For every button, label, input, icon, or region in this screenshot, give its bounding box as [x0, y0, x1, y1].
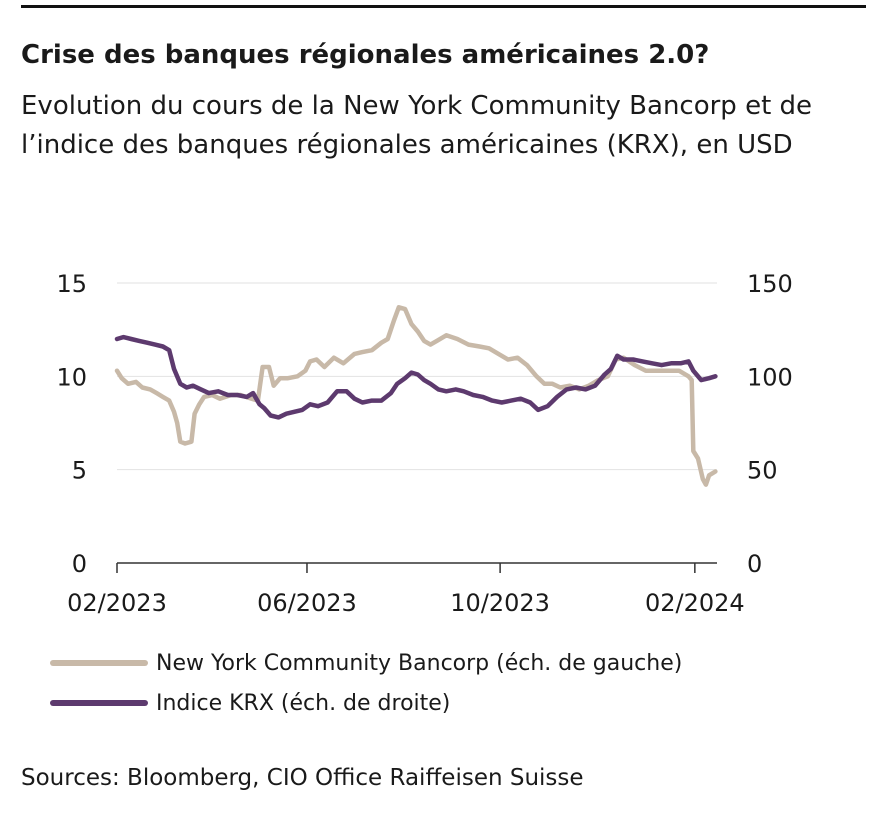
chart-subtitle: Evolution du cours de la New York Commun… [21, 91, 813, 160]
y-right-tick-label: 50 [747, 457, 778, 485]
legend-item-krx: Indice KRX (éch. de droite) [50, 683, 682, 723]
x-tick-label: 06/2023 [257, 589, 357, 617]
y-left-tick-label: 5 [72, 457, 87, 485]
legend-swatch-nycb [50, 660, 148, 666]
legend-label-krx: Indice KRX (éch. de droite) [156, 690, 451, 716]
legend-label-nycb: New York Community Bancorp (éch. de gauc… [156, 650, 683, 676]
y-right-tick-label: 150 [747, 270, 793, 298]
x-tick-label: 02/2024 [645, 589, 745, 617]
source-note: Sources: Bloomberg, CIO Office Raiffeise… [21, 765, 584, 791]
legend-item-nycb: New York Community Bancorp (éch. de gauc… [50, 643, 682, 683]
x-tick-label: 10/2023 [450, 589, 550, 617]
legend-swatch-krx [50, 700, 148, 706]
y-left-tick-label: 15 [56, 270, 87, 298]
top-rule [21, 5, 866, 8]
y-left-tick-label: 0 [72, 550, 87, 578]
series-line-nycb [114, 305, 718, 487]
legend: New York Community Bancorp (éch. de gauc… [50, 643, 682, 723]
y-right-tick-label: 100 [747, 363, 793, 391]
chart-title: Crise des banques régionales américaines… [21, 40, 710, 70]
series-line-krx [114, 334, 718, 420]
x-tick-label: 02/2023 [67, 589, 167, 617]
y-left-tick-label: 10 [56, 363, 87, 391]
y-right-tick-label: 0 [747, 550, 762, 578]
